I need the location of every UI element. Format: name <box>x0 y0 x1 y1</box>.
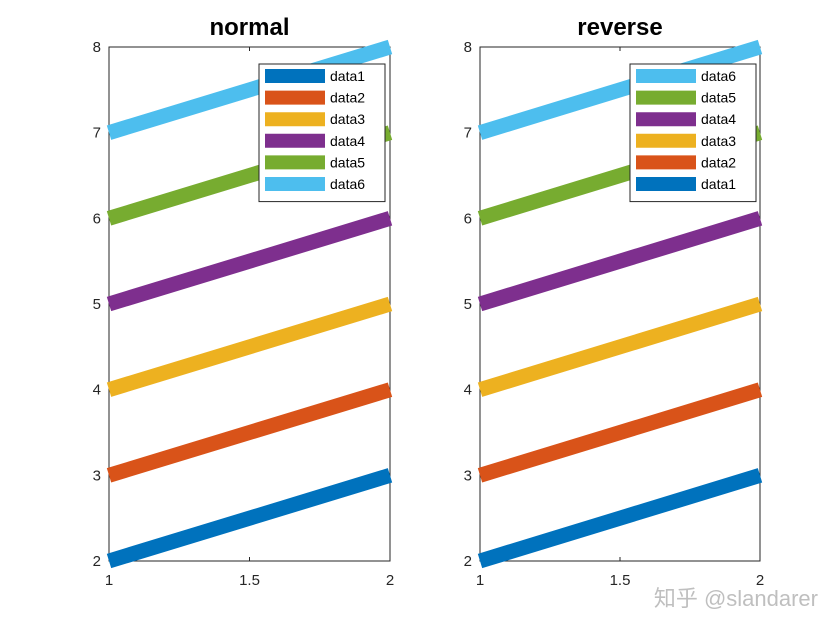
y-tick-label: 7 <box>93 125 101 142</box>
legend-label-data3: data3 <box>701 133 736 149</box>
y-tick-label: 3 <box>464 467 472 484</box>
series-line-data2 <box>477 382 763 483</box>
legend-label-data3: data3 <box>330 111 365 127</box>
legend-label-data6: data6 <box>330 176 365 192</box>
y-tick-label: 7 <box>464 125 472 142</box>
series-line-data1 <box>106 468 393 569</box>
series-line-data6 <box>106 39 393 140</box>
series-line-data3 <box>477 296 763 397</box>
legend-label-data6: data6 <box>701 68 736 84</box>
y-tick-label: 8 <box>464 39 472 56</box>
series-line-data4 <box>477 211 763 312</box>
chart-title: reverse <box>577 14 662 41</box>
legend: data1 data2 data3 data4 data5 data6 <box>258 63 386 203</box>
x-tick-label: 2 <box>386 572 394 589</box>
y-tick-label: 4 <box>464 382 472 399</box>
y-tick-label: 6 <box>464 210 472 227</box>
legend-label-data4: data4 <box>701 111 736 127</box>
y-tick-label: 8 <box>93 39 101 56</box>
legend-label-data5: data5 <box>330 154 365 170</box>
series-line-data2 <box>106 382 393 483</box>
legend: data6 data5 data4 data3 data2 data1 <box>629 63 757 203</box>
chart-title: normal <box>209 14 289 41</box>
y-tick-label: 4 <box>93 382 101 399</box>
x-tick-label: 1 <box>476 572 484 589</box>
series-line-data4 <box>106 211 393 312</box>
x-tick-label: 1.5 <box>239 572 260 589</box>
y-tick-label: 5 <box>93 296 101 313</box>
legend-label-data4: data4 <box>330 133 365 149</box>
watermark-text: 知乎 @slandarer <box>654 586 818 611</box>
y-tick-label: 3 <box>93 467 101 484</box>
legend-label-data1: data1 <box>701 176 736 192</box>
x-tick-label: 1 <box>105 572 113 589</box>
y-tick-label: 2 <box>464 553 472 570</box>
y-tick-label: 6 <box>93 210 101 227</box>
series-line-data3 <box>106 296 393 397</box>
series-line-data1 <box>477 468 763 569</box>
y-tick-label: 5 <box>464 296 472 313</box>
series-line-data6 <box>477 39 763 140</box>
legend-label-data2: data2 <box>701 154 736 170</box>
legend-label-data5: data5 <box>701 90 736 106</box>
legend-label-data1: data1 <box>330 68 365 84</box>
x-tick-label: 2 <box>756 572 764 589</box>
y-tick-label: 2 <box>93 553 101 570</box>
legend-label-data2: data2 <box>330 90 365 106</box>
x-tick-label: 1.5 <box>610 572 631 589</box>
